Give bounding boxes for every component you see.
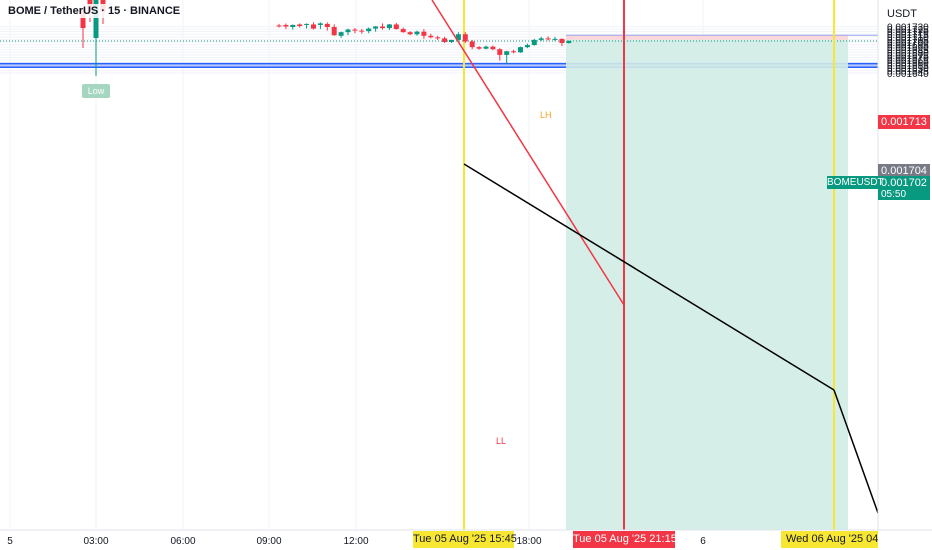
candle-body bbox=[504, 51, 510, 55]
price-tick-label: 0.001695 bbox=[887, 41, 929, 52]
price-tick-label: 0.001645 bbox=[887, 66, 929, 77]
candle-body bbox=[283, 24, 289, 27]
price-tick-label: 0.001685 bbox=[887, 46, 929, 57]
price-tick-label: 0.001705 bbox=[887, 35, 929, 46]
price-tick-label: 0.001655 bbox=[887, 61, 929, 72]
low-annotation: Low bbox=[82, 84, 110, 98]
take-profit-area bbox=[566, 39, 848, 530]
stop-price-tag: 0.001713 bbox=[878, 115, 930, 129]
price-tick-label: 0.001720 bbox=[887, 28, 929, 39]
black-trendline-extension bbox=[833, 389, 879, 514]
entry-price-tag: 0.001704 bbox=[878, 164, 930, 178]
price-tick-label: 0.001715 bbox=[887, 30, 929, 41]
time-tick-label: 06:00 bbox=[170, 536, 195, 547]
price-tick-label: 0.001680 bbox=[887, 48, 929, 59]
candle-body bbox=[524, 45, 530, 48]
candle-body bbox=[93, 0, 99, 38]
time-tick-label: 18:00 bbox=[516, 536, 541, 547]
time-tag-right: Wed 06 Aug '25 04:30 bbox=[781, 531, 878, 548]
bar-countdown: 05:50 bbox=[878, 189, 930, 200]
symbol-badge: BOMEUSDT bbox=[827, 176, 884, 189]
black-trendline bbox=[463, 163, 835, 391]
time-tick-label: 6 bbox=[700, 536, 706, 547]
candle-body bbox=[324, 23, 330, 28]
candle-body bbox=[290, 24, 296, 28]
price-tick-label: 0.001665 bbox=[887, 56, 929, 67]
candle-body bbox=[511, 51, 517, 53]
candle-body bbox=[276, 25, 282, 27]
candle-body bbox=[545, 38, 551, 40]
candle-body bbox=[400, 29, 406, 33]
candle-body bbox=[352, 29, 358, 31]
candle-body bbox=[462, 34, 468, 42]
candle-body bbox=[373, 26, 379, 29]
candle-body bbox=[345, 29, 351, 33]
candle-body bbox=[566, 40, 572, 44]
candle-body bbox=[297, 24, 303, 26]
candle-body bbox=[407, 32, 413, 35]
candle-body bbox=[559, 38, 565, 44]
ll-annotation: LL bbox=[496, 436, 506, 446]
candle-body bbox=[80, 8, 86, 28]
candle-body bbox=[393, 24, 399, 30]
candle-body bbox=[359, 30, 365, 32]
price-tick-label: 0.001670 bbox=[887, 53, 929, 64]
time-tick-label: 09:00 bbox=[256, 536, 281, 547]
time-tag-left: Tue 05 Aug '25 15:45 bbox=[413, 531, 517, 548]
price-tick-label: 0.001710 bbox=[887, 33, 929, 44]
candle-body bbox=[414, 31, 420, 35]
candle-body bbox=[552, 38, 558, 40]
axis-unit-label[interactable]: USDT bbox=[887, 8, 917, 20]
candle-body bbox=[442, 38, 448, 42]
time-tick-label: 5 bbox=[7, 536, 13, 547]
price-tick-label: 0.001690 bbox=[887, 43, 929, 54]
candle-body bbox=[428, 35, 434, 38]
candle-body bbox=[455, 34, 461, 40]
candle-body bbox=[449, 39, 454, 42]
candle-body bbox=[490, 46, 496, 50]
candle-body bbox=[435, 37, 441, 39]
candle-body bbox=[518, 47, 523, 53]
price-axis[interactable]: 0.0017300.0017250.0017200.0017150.001710… bbox=[877, 0, 929, 530]
price-tick-label: 0.001640 bbox=[887, 69, 929, 80]
candle-body bbox=[469, 41, 475, 48]
candle-body bbox=[331, 27, 337, 36]
vertical-lines[interactable] bbox=[463, 0, 835, 530]
candle-body bbox=[317, 23, 323, 25]
trend-lines[interactable] bbox=[431, 0, 879, 514]
time-tag-mid: Tue 05 Aug '25 21:15 bbox=[573, 531, 677, 548]
stop-loss-area bbox=[566, 35, 848, 40]
candle-body bbox=[304, 23, 310, 25]
candle-body bbox=[421, 31, 427, 36]
candle-body bbox=[366, 28, 372, 32]
candle-body bbox=[386, 24, 392, 29]
price-tick-label: 0.001675 bbox=[887, 51, 929, 62]
zone-rect bbox=[0, 63, 878, 68]
symbol-title[interactable]: BOME / TetherUS · 15 · BINANCE bbox=[6, 4, 183, 18]
red-trendline bbox=[431, 0, 625, 306]
current-price-tag: 0.001702 bbox=[878, 176, 930, 190]
candle-body bbox=[483, 46, 489, 49]
candle-body bbox=[538, 38, 544, 40]
price-tick-label: 0.001700 bbox=[887, 38, 929, 49]
short-position-tool[interactable] bbox=[0, 34, 878, 530]
time-tick-label: 03:00 bbox=[83, 536, 108, 547]
price-tick-label: 0.001730 bbox=[887, 23, 929, 34]
price-tick-label: 0.001660 bbox=[887, 59, 929, 70]
price-tick-label: 0.001725 bbox=[887, 25, 929, 36]
time-tick-label: 12:00 bbox=[343, 536, 368, 547]
candle-body bbox=[380, 26, 385, 29]
candle-body bbox=[531, 39, 537, 46]
time-axis[interactable]: 5 03:00 06:00 09:00 12:00 18:00 6 bbox=[0, 529, 932, 547]
candle-body bbox=[338, 32, 344, 36]
candle-body bbox=[476, 47, 482, 49]
price-tick-label: 0.001650 bbox=[887, 64, 929, 75]
candle-body bbox=[311, 24, 316, 29]
lh-annotation: LH bbox=[540, 110, 552, 120]
candle-body bbox=[497, 49, 503, 55]
